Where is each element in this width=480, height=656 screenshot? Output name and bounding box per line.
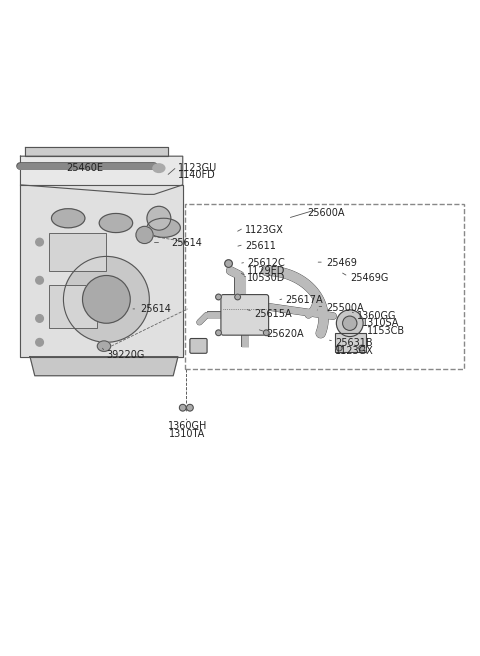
Text: 25615A: 25615A	[254, 309, 292, 319]
Polygon shape	[30, 357, 178, 376]
Text: 10530D: 10530D	[247, 274, 286, 283]
Circle shape	[187, 404, 193, 411]
Text: 25611: 25611	[245, 241, 276, 251]
Polygon shape	[21, 156, 183, 194]
Circle shape	[147, 206, 171, 230]
Circle shape	[36, 238, 43, 246]
Circle shape	[180, 404, 186, 411]
Text: 25469: 25469	[326, 258, 357, 268]
Circle shape	[216, 330, 221, 336]
Text: 25500A: 25500A	[326, 303, 363, 313]
Circle shape	[216, 294, 221, 300]
Circle shape	[36, 276, 43, 284]
Circle shape	[235, 294, 240, 300]
Circle shape	[359, 345, 364, 351]
Text: 25469G: 25469G	[350, 274, 388, 283]
Polygon shape	[25, 147, 168, 156]
Text: 1310TA: 1310TA	[169, 429, 205, 439]
Text: 25631B: 25631B	[336, 338, 373, 348]
FancyBboxPatch shape	[190, 338, 207, 354]
FancyBboxPatch shape	[49, 285, 97, 328]
Text: 25614: 25614	[140, 304, 171, 314]
Text: 1123GU: 1123GU	[178, 163, 217, 173]
Text: 1140FD: 1140FD	[178, 171, 216, 180]
FancyBboxPatch shape	[221, 295, 269, 335]
Ellipse shape	[153, 164, 165, 173]
Circle shape	[336, 345, 342, 351]
Circle shape	[63, 256, 149, 342]
Circle shape	[36, 315, 43, 322]
Polygon shape	[21, 185, 183, 357]
Ellipse shape	[51, 209, 85, 228]
Text: 1153CB: 1153CB	[366, 326, 405, 336]
Text: 25600A: 25600A	[307, 207, 345, 218]
Text: 1129ED: 1129ED	[247, 266, 286, 276]
Circle shape	[264, 330, 269, 336]
Text: 1310SA: 1310SA	[362, 318, 399, 328]
Text: 1123GX: 1123GX	[245, 225, 284, 235]
Circle shape	[343, 316, 357, 331]
Text: 25460E: 25460E	[66, 163, 103, 173]
Ellipse shape	[99, 213, 132, 233]
Text: 25612C: 25612C	[247, 258, 285, 268]
Ellipse shape	[147, 218, 180, 237]
FancyBboxPatch shape	[49, 233, 107, 271]
Circle shape	[136, 226, 153, 243]
Text: 39220G: 39220G	[107, 350, 145, 359]
Circle shape	[336, 310, 363, 337]
Ellipse shape	[97, 341, 111, 352]
Text: 1360GH: 1360GH	[168, 421, 207, 431]
Text: 25617A: 25617A	[285, 295, 323, 305]
FancyBboxPatch shape	[336, 333, 366, 352]
Text: 1123GX: 1123GX	[336, 346, 374, 356]
Circle shape	[36, 338, 43, 346]
Circle shape	[83, 276, 130, 323]
Text: 1360GG: 1360GG	[357, 310, 396, 321]
Circle shape	[225, 260, 232, 268]
Text: 25620A: 25620A	[266, 329, 304, 338]
Text: 25614: 25614	[171, 238, 202, 248]
